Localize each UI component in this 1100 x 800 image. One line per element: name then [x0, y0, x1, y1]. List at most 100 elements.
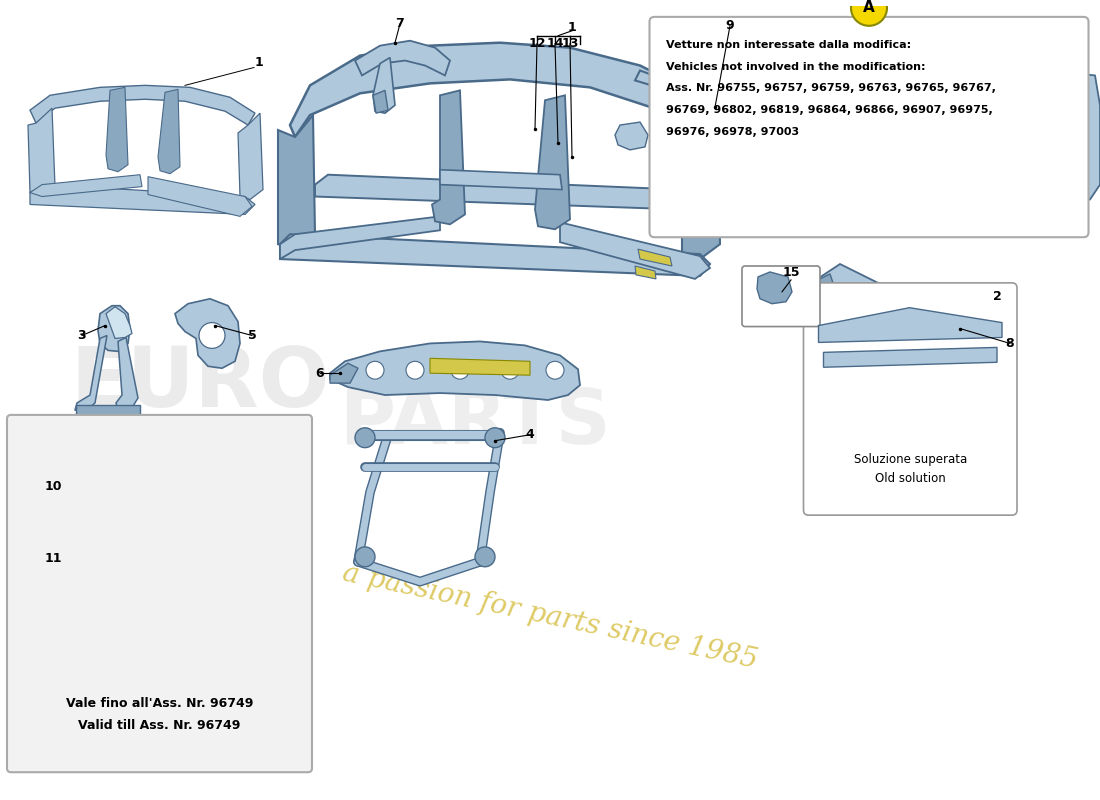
Polygon shape — [757, 272, 792, 304]
FancyBboxPatch shape — [803, 283, 1018, 515]
Polygon shape — [280, 234, 710, 276]
Bar — [1015, 106, 1060, 113]
Text: 8: 8 — [1005, 337, 1014, 350]
Bar — [836, 131, 876, 137]
Polygon shape — [850, 55, 992, 145]
Polygon shape — [635, 266, 656, 279]
Text: 1: 1 — [255, 55, 264, 69]
Polygon shape — [238, 113, 263, 199]
Polygon shape — [148, 177, 252, 216]
Text: 3: 3 — [78, 329, 86, 342]
Text: Old solution: Old solution — [874, 472, 946, 486]
Text: 14: 14 — [547, 37, 563, 50]
Text: Valid till Ass. Nr. 96749: Valid till Ass. Nr. 96749 — [78, 718, 241, 731]
Polygon shape — [290, 42, 710, 137]
Text: 4: 4 — [526, 428, 535, 442]
Polygon shape — [278, 115, 315, 249]
Circle shape — [546, 362, 564, 379]
Polygon shape — [330, 342, 580, 400]
Polygon shape — [818, 308, 1002, 342]
Polygon shape — [315, 174, 692, 210]
Polygon shape — [30, 86, 255, 125]
Polygon shape — [355, 41, 450, 75]
Text: 13: 13 — [561, 37, 579, 50]
Text: A: A — [864, 1, 874, 15]
Text: 7: 7 — [396, 18, 405, 30]
Circle shape — [451, 362, 469, 379]
Bar — [1015, 128, 1060, 135]
Circle shape — [355, 547, 375, 566]
Text: Ass. Nr. 96755, 96757, 96759, 96763, 96765, 96767,: Ass. Nr. 96755, 96757, 96759, 96763, 967… — [667, 83, 997, 94]
Polygon shape — [638, 249, 672, 266]
Circle shape — [406, 362, 424, 379]
Polygon shape — [430, 358, 530, 375]
Polygon shape — [824, 347, 997, 367]
Polygon shape — [98, 306, 130, 351]
Bar — [836, 111, 876, 117]
Text: 96769, 96802, 96819, 96864, 96866, 96907, 96975,: 96769, 96802, 96819, 96864, 96866, 96907… — [667, 106, 993, 115]
Text: EURO: EURO — [70, 342, 330, 424]
Bar — [1015, 95, 1060, 102]
Polygon shape — [535, 95, 570, 230]
FancyBboxPatch shape — [7, 415, 312, 772]
Polygon shape — [106, 306, 132, 338]
Bar — [1015, 117, 1060, 124]
Polygon shape — [682, 120, 720, 259]
Polygon shape — [810, 274, 835, 298]
Bar — [836, 161, 876, 166]
Polygon shape — [175, 298, 240, 368]
Text: 11: 11 — [44, 552, 62, 565]
Polygon shape — [76, 405, 140, 417]
Circle shape — [199, 322, 226, 348]
Text: 12: 12 — [528, 37, 546, 50]
Polygon shape — [373, 58, 395, 113]
Polygon shape — [28, 108, 55, 197]
Polygon shape — [158, 90, 180, 174]
Bar — [1015, 139, 1060, 146]
Polygon shape — [432, 90, 465, 224]
Text: Vehicles not involved in the modification:: Vehicles not involved in the modificatio… — [667, 62, 926, 71]
Bar — [836, 151, 876, 157]
Text: a passion for parts since 1985: a passion for parts since 1985 — [340, 559, 760, 674]
Bar — [1015, 150, 1060, 157]
FancyBboxPatch shape — [649, 17, 1089, 238]
Polygon shape — [30, 174, 142, 197]
Polygon shape — [1010, 66, 1100, 199]
Polygon shape — [671, 148, 690, 170]
Bar — [836, 121, 876, 127]
Polygon shape — [560, 222, 710, 279]
Text: 9: 9 — [726, 19, 735, 32]
Circle shape — [1042, 99, 1078, 135]
Polygon shape — [106, 87, 128, 172]
Circle shape — [485, 428, 505, 448]
Circle shape — [968, 113, 1012, 157]
Text: Soluzione superata: Soluzione superata — [854, 453, 967, 466]
Text: 15: 15 — [782, 266, 800, 279]
Circle shape — [475, 547, 495, 566]
Polygon shape — [615, 122, 648, 150]
Text: 5: 5 — [248, 329, 256, 342]
FancyBboxPatch shape — [742, 266, 820, 326]
Polygon shape — [820, 30, 1010, 199]
Polygon shape — [50, 554, 302, 578]
Polygon shape — [30, 185, 255, 214]
Circle shape — [851, 0, 887, 26]
Text: Vale fino all'Ass. Nr. 96749: Vale fino all'Ass. Nr. 96749 — [66, 697, 253, 710]
Text: 10: 10 — [44, 480, 62, 494]
Text: Vetture non interessate dalla modifica:: Vetture non interessate dalla modifica: — [667, 40, 912, 50]
Text: 96976, 96978, 97003: 96976, 96978, 97003 — [667, 127, 800, 137]
Circle shape — [366, 362, 384, 379]
Polygon shape — [75, 335, 107, 413]
Polygon shape — [810, 264, 1010, 375]
Polygon shape — [955, 48, 975, 63]
Circle shape — [500, 362, 519, 379]
Polygon shape — [116, 338, 138, 411]
Polygon shape — [280, 216, 440, 259]
Polygon shape — [60, 492, 312, 514]
Polygon shape — [440, 170, 562, 190]
Text: 6: 6 — [316, 366, 324, 380]
Polygon shape — [650, 134, 672, 159]
Text: PARTS: PARTS — [340, 386, 610, 460]
Polygon shape — [330, 363, 358, 383]
Polygon shape — [20, 547, 55, 584]
